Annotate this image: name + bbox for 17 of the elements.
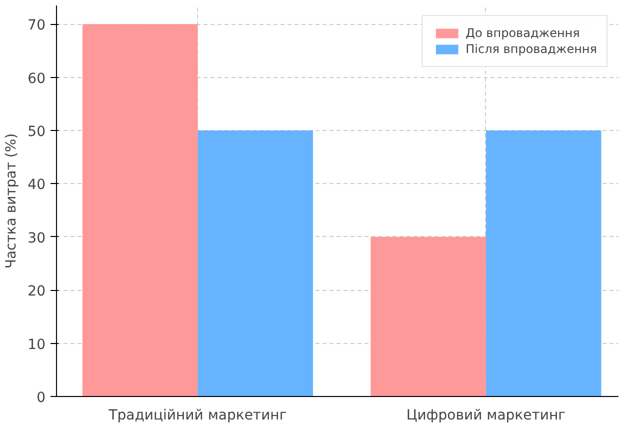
y-tick-label: 40 [28,177,46,194]
y-axis-title: Частка витрат (%) [4,133,20,269]
legend-label: Після впровадження [466,42,597,56]
legend-label: До впровадження [466,26,580,40]
bar [82,24,198,396]
bar [486,130,602,396]
x-tick-label: Традиційний маркетинг [108,408,287,424]
y-tick-label: 20 [28,284,46,300]
y-tick-label: 50 [28,124,46,140]
x-tick-label: Цифровий маркетинг [406,408,566,424]
bar [370,236,486,396]
y-tick-label: 10 [28,336,46,353]
y-tick-label: 30 [28,230,46,246]
bar [198,130,314,396]
y-tick-label: 60 [28,70,46,87]
y-tick-label: 0 [36,390,46,406]
y-tick-label: 70 [28,18,46,34]
